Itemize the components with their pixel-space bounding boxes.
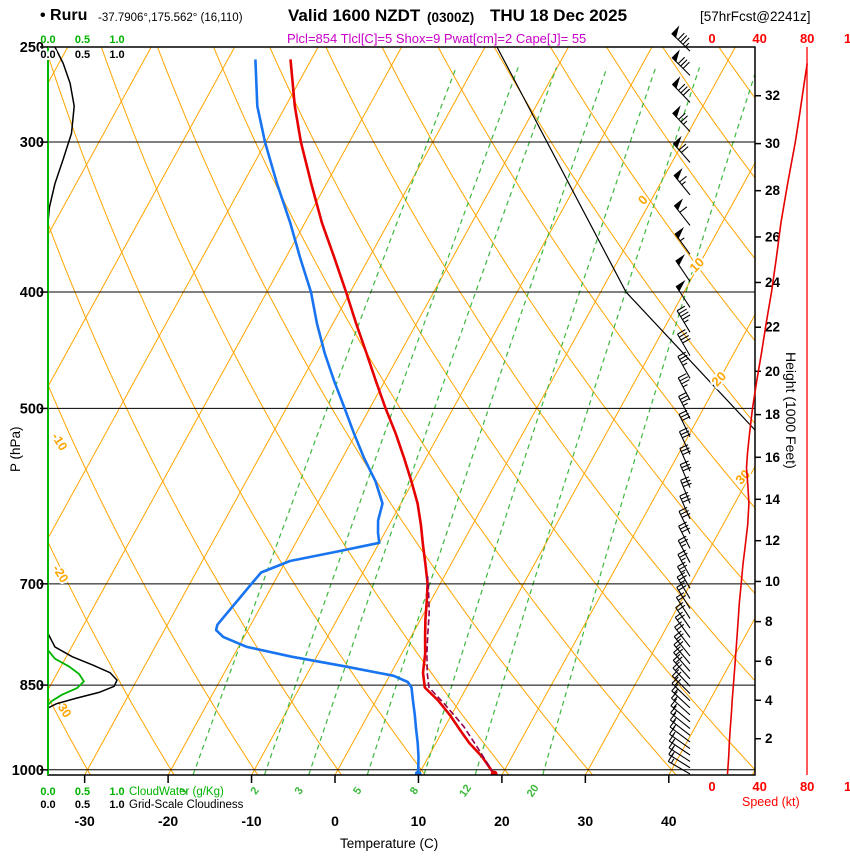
svg-text:10: 10 (765, 574, 780, 589)
svg-text:5: 5 (351, 785, 364, 797)
svg-text:0: 0 (708, 779, 715, 794)
cloud-profiles (48, 47, 118, 709)
svg-text:2: 2 (248, 785, 261, 797)
pressure-axis-label: P (hPa) (8, 426, 23, 472)
svg-text:700: 700 (20, 577, 44, 593)
svg-text:20: 20 (494, 813, 510, 829)
svg-text:-20: -20 (50, 562, 72, 585)
svg-text:80: 80 (800, 779, 814, 794)
stability-indices: Plcl=854 Tlcl[C]=5 Shox=9 Pwat[cm]=2 Cap… (287, 31, 587, 46)
valid-date: THU 18 Dec 2025 (490, 6, 628, 25)
diagram-cut-line (496, 46, 756, 431)
surface-dewpoint-dot (414, 770, 422, 775)
height-axis-label: Height (1000 Feet) (783, 352, 799, 469)
background-isolines (48, 47, 755, 775)
svg-text:6: 6 (765, 654, 773, 669)
svg-text:30: 30 (578, 813, 594, 829)
svg-text:80: 80 (800, 31, 814, 46)
svg-text:4: 4 (765, 693, 773, 708)
svg-text:-20: -20 (158, 813, 178, 829)
svg-text:26: 26 (765, 229, 781, 244)
svg-text:-30: -30 (53, 697, 75, 720)
svg-text:250: 250 (20, 40, 44, 56)
wind-barbs (667, 25, 692, 775)
svg-text:300: 300 (20, 135, 44, 151)
svg-text:1.0: 1.0 (109, 34, 124, 46)
svg-text:500: 500 (20, 401, 44, 417)
svg-text:-10: -10 (49, 430, 71, 453)
speed-axis-label: Speed (kt) (742, 795, 800, 809)
svg-text:22: 22 (765, 320, 780, 335)
svg-text:32: 32 (765, 88, 780, 103)
svg-text:12: 12 (457, 783, 474, 800)
svg-text:1000: 1000 (12, 763, 44, 779)
svg-text:400: 400 (20, 285, 44, 301)
svg-text:28: 28 (765, 183, 781, 198)
svg-text:0.5: 0.5 (75, 786, 90, 798)
svg-text:20: 20 (708, 368, 729, 389)
forecast-hour: [57hrFcst@2241z] (700, 9, 811, 24)
svg-text:850: 850 (20, 678, 44, 694)
svg-text:3: 3 (293, 785, 306, 797)
surface-temp-dot (490, 770, 498, 775)
cloudwater-axis-label: CloudWater (g/Kg) (129, 786, 224, 798)
wind-speed-profile (726, 63, 808, 775)
svg-text:40: 40 (752, 779, 766, 794)
svg-text:18: 18 (765, 407, 781, 422)
svg-text:0.5: 0.5 (75, 34, 90, 46)
svg-text:16: 16 (765, 450, 781, 465)
valid-zulu-time: (0300Z) (427, 10, 475, 25)
svg-text:40: 40 (752, 31, 766, 46)
svg-text:8: 8 (765, 614, 773, 629)
svg-text:0.0: 0.0 (40, 49, 55, 61)
svg-text:0.0: 0.0 (40, 786, 55, 798)
cloudiness-axis-label: Grid-Scale Cloudiness (129, 799, 244, 811)
svg-text:-30: -30 (75, 813, 95, 829)
svg-text:0.5: 0.5 (75, 799, 90, 811)
svg-text:2: 2 (765, 731, 773, 746)
svg-text:0.5: 0.5 (75, 49, 90, 61)
svg-text:120: 120 (844, 779, 850, 794)
svg-text:14: 14 (765, 492, 781, 507)
svg-text:120: 120 (844, 31, 850, 46)
svg-text:0.0: 0.0 (40, 34, 55, 46)
station-coords: -37.7906°,175.562° (16,110) (98, 12, 243, 24)
svg-text:1: 1 (177, 785, 190, 797)
svg-text:1.0: 1.0 (109, 799, 124, 811)
svg-text:1.0: 1.0 (109, 786, 124, 798)
station-name: • Ruru (40, 7, 88, 24)
svg-text:0: 0 (331, 813, 339, 829)
svg-text:10: 10 (411, 813, 427, 829)
svg-text:40: 40 (661, 813, 677, 829)
svg-text:10: 10 (686, 254, 707, 275)
svg-text:-10: -10 (241, 813, 261, 829)
svg-text:12: 12 (765, 533, 780, 548)
temperature-axis-label: Temperature (C) (340, 836, 439, 851)
svg-text:20: 20 (765, 364, 780, 379)
svg-text:20: 20 (525, 783, 542, 800)
svg-text:0.0: 0.0 (40, 799, 55, 811)
svg-text:0: 0 (708, 31, 715, 46)
svg-text:8: 8 (408, 785, 421, 797)
valid-time: Valid 1600 NZDT (288, 6, 421, 25)
svg-text:1.0: 1.0 (109, 49, 124, 61)
svg-text:30: 30 (765, 136, 780, 151)
sounding-curves (214, 59, 498, 775)
